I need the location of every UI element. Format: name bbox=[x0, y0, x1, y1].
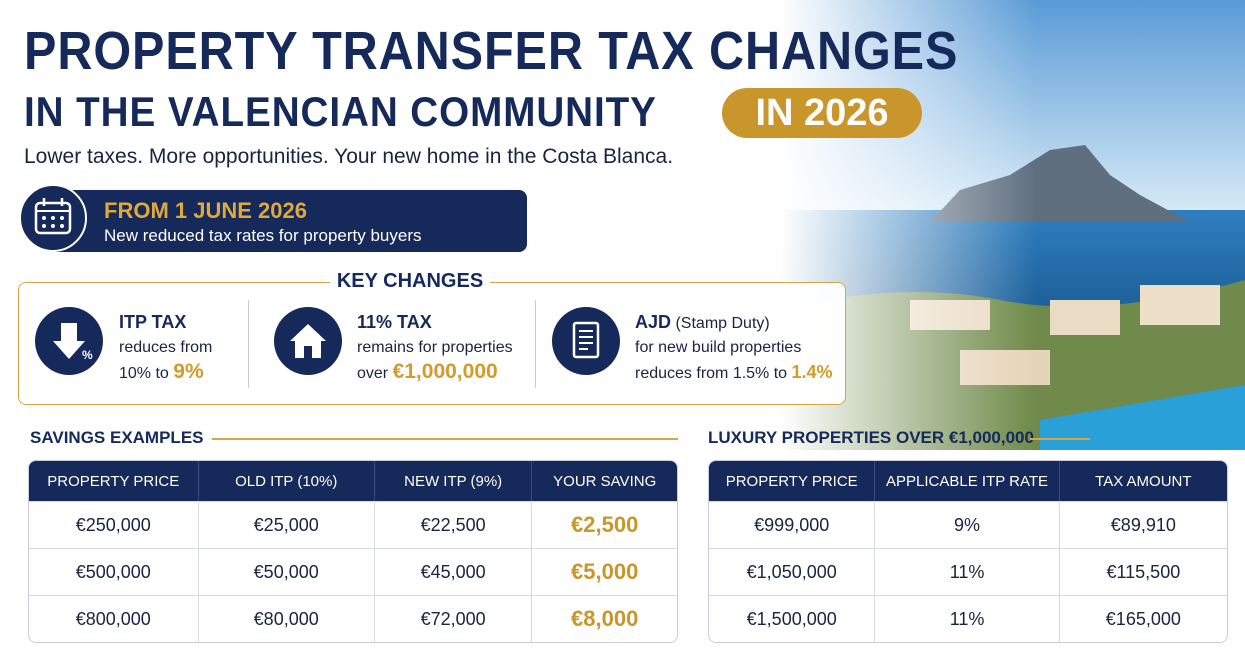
title-line2: IN THE VALENCIAN COMMUNITY bbox=[24, 88, 657, 135]
table-row: €1,050,000 11% €115,500 bbox=[709, 548, 1227, 595]
svg-text:%: % bbox=[82, 348, 93, 362]
house-icon bbox=[274, 307, 342, 375]
key-changes-box bbox=[18, 282, 846, 405]
table-row: €500,000 €50,000 €45,000 €5,000 bbox=[29, 548, 677, 595]
saving-cell: €2,500 bbox=[532, 501, 677, 548]
item-highlight: 9% bbox=[173, 360, 204, 383]
date-banner bbox=[50, 190, 527, 252]
table-cell: €80,000 bbox=[198, 595, 375, 642]
key-item: 11% TAX remains for properties over €1,0… bbox=[357, 310, 513, 386]
item-line: for new build properties bbox=[635, 339, 802, 356]
table-cell: €25,000 bbox=[198, 501, 375, 548]
title-line1: PROPERTY TRANSFER TAX CHANGES bbox=[24, 21, 959, 81]
table-cell: 9% bbox=[875, 501, 1060, 548]
header-row: PROPERTY PRICE OLD ITP (10%) NEW ITP (9%) Y… bbox=[29, 461, 677, 501]
column-header: PROPERTY PRICE bbox=[29, 461, 199, 501]
down-arrow-icon: % bbox=[35, 307, 103, 375]
key-item: AJD (Stamp Duty) for new build propertie… bbox=[635, 310, 833, 386]
table-cell: 11% bbox=[875, 548, 1060, 595]
table-cell: €1,500,000 bbox=[709, 595, 876, 642]
column-header: TAX AMOUNT bbox=[1059, 461, 1227, 501]
table-cell: €999,000 bbox=[709, 501, 876, 548]
banner-date: FROM 1 JUNE 2026 bbox=[104, 198, 307, 223]
column-header: APPLICABLE ITP RATE bbox=[875, 461, 1060, 501]
table-cell: €800,000 bbox=[29, 595, 199, 642]
table-row: €250,000 €25,000 €22,500 €2,500 bbox=[29, 501, 677, 548]
item-line: 10% to bbox=[119, 365, 169, 382]
item-highlight: €1,000,000 bbox=[392, 360, 498, 383]
subtitle: Lower taxes. More opportunities. Your ne… bbox=[24, 145, 674, 168]
key-item: ITP TAX reduces from 10% to 9% bbox=[119, 310, 212, 386]
calendar-icon bbox=[19, 184, 87, 252]
table-cell: €250,000 bbox=[29, 501, 199, 548]
savings-title: SAVINGS EXAMPLES bbox=[30, 428, 204, 447]
title-rule bbox=[212, 438, 678, 440]
column-header: YOUR SAVING bbox=[532, 461, 677, 501]
column-header: NEW ITP (9%) bbox=[374, 461, 533, 501]
saving-cell: €8,000 bbox=[532, 595, 677, 642]
item-line: over bbox=[357, 365, 389, 382]
savings-table: PROPERTY PRICE OLD ITP (10%) NEW ITP (9%) Y… bbox=[28, 460, 678, 643]
saving-cell: €5,000 bbox=[532, 548, 677, 595]
table-cell: €500,000 bbox=[29, 548, 199, 595]
title-rule bbox=[1030, 438, 1090, 440]
table-cell: €115,500 bbox=[1059, 548, 1227, 595]
item-title: 11% TAX bbox=[357, 312, 432, 332]
header-row: PROPERTY PRICE APPLICABLE ITP RATE TAX AMO… bbox=[709, 461, 1227, 501]
column-header: OLD ITP (10%) bbox=[198, 461, 375, 501]
table-cell: 11% bbox=[875, 595, 1060, 642]
luxury-table: PROPERTY PRICE APPLICABLE ITP RATE TAX AMO… bbox=[708, 460, 1228, 643]
table-cell: €50,000 bbox=[198, 548, 375, 595]
table-cell: €89,910 bbox=[1059, 501, 1227, 548]
item-line: reduces from 1.5% to bbox=[635, 365, 788, 382]
table-cell: €72,000 bbox=[374, 595, 533, 642]
table-row: €999,000 9% €89,910 bbox=[709, 501, 1227, 548]
table-cell: €165,000 bbox=[1059, 595, 1227, 642]
luxury-title: LUXURY PROPERTIES OVER €1,000,000 bbox=[708, 428, 1034, 447]
item-line: remains for properties bbox=[357, 339, 513, 356]
document-icon bbox=[552, 307, 620, 375]
banner-text: New reduced tax rates for property buyer… bbox=[104, 226, 422, 245]
item-line: reduces from bbox=[119, 339, 213, 356]
item-title-note: (Stamp Duty) bbox=[675, 315, 770, 332]
table-row: €800,000 €80,000 €72,000 €8,000 bbox=[29, 595, 677, 642]
key-changes-title: KEY CHANGES bbox=[330, 270, 490, 293]
item-title: ITP TAX bbox=[119, 312, 187, 332]
column-header: PROPERTY PRICE bbox=[709, 461, 876, 501]
table-cell: €22,500 bbox=[374, 501, 533, 548]
table-cell: €45,000 bbox=[374, 548, 533, 595]
year-badge: IN 2026 bbox=[722, 88, 922, 138]
item-highlight: 1.4% bbox=[791, 362, 833, 382]
table-row: €1,500,000 11% €165,000 bbox=[709, 595, 1227, 642]
separator bbox=[535, 300, 536, 388]
item-title: AJD bbox=[635, 312, 672, 332]
separator bbox=[248, 300, 249, 388]
table-cell: €1,050,000 bbox=[709, 548, 876, 595]
